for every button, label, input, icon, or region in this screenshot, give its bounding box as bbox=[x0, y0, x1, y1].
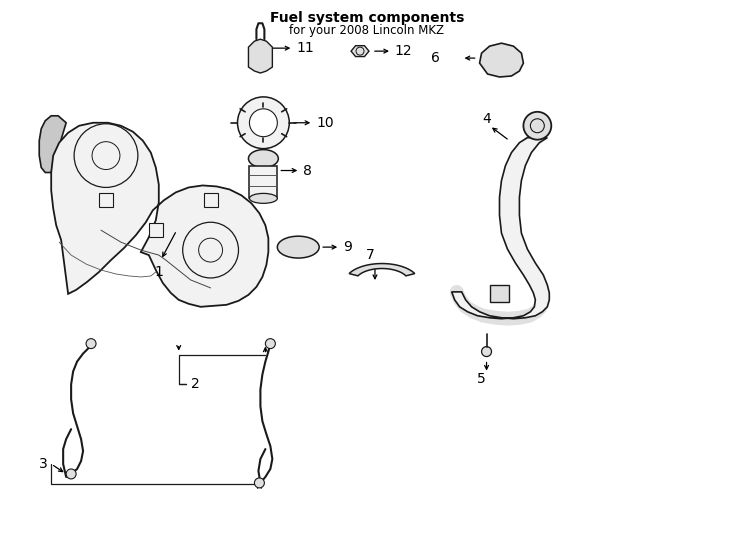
Circle shape bbox=[523, 112, 551, 140]
Polygon shape bbox=[248, 39, 272, 73]
Circle shape bbox=[482, 347, 492, 356]
Polygon shape bbox=[349, 264, 415, 276]
Text: 9: 9 bbox=[343, 240, 352, 254]
Text: 1: 1 bbox=[154, 265, 163, 279]
Text: for your 2008 Lincoln MKZ: for your 2008 Lincoln MKZ bbox=[289, 24, 445, 37]
FancyBboxPatch shape bbox=[99, 193, 113, 207]
Polygon shape bbox=[51, 123, 269, 307]
Text: 6: 6 bbox=[431, 51, 440, 65]
Polygon shape bbox=[451, 138, 549, 319]
Polygon shape bbox=[479, 43, 523, 77]
Text: 11: 11 bbox=[297, 41, 314, 55]
Text: 2: 2 bbox=[191, 377, 200, 392]
Polygon shape bbox=[490, 285, 509, 302]
Text: Fuel system components: Fuel system components bbox=[270, 11, 464, 25]
Text: 7: 7 bbox=[366, 248, 374, 262]
Text: 10: 10 bbox=[316, 116, 334, 130]
FancyBboxPatch shape bbox=[149, 223, 163, 237]
Polygon shape bbox=[351, 46, 369, 57]
Polygon shape bbox=[39, 116, 66, 172]
Text: 4: 4 bbox=[482, 112, 491, 126]
Circle shape bbox=[86, 339, 96, 349]
Circle shape bbox=[238, 97, 289, 148]
Circle shape bbox=[255, 478, 264, 488]
FancyBboxPatch shape bbox=[203, 193, 217, 207]
Circle shape bbox=[250, 109, 277, 137]
Text: 3: 3 bbox=[39, 457, 48, 471]
Circle shape bbox=[266, 339, 275, 349]
Ellipse shape bbox=[248, 150, 278, 167]
Ellipse shape bbox=[277, 236, 319, 258]
Ellipse shape bbox=[250, 193, 277, 204]
Text: 12: 12 bbox=[395, 44, 413, 58]
Text: 5: 5 bbox=[477, 373, 486, 387]
Polygon shape bbox=[250, 166, 277, 198]
Text: 8: 8 bbox=[303, 164, 312, 178]
Circle shape bbox=[66, 469, 76, 479]
